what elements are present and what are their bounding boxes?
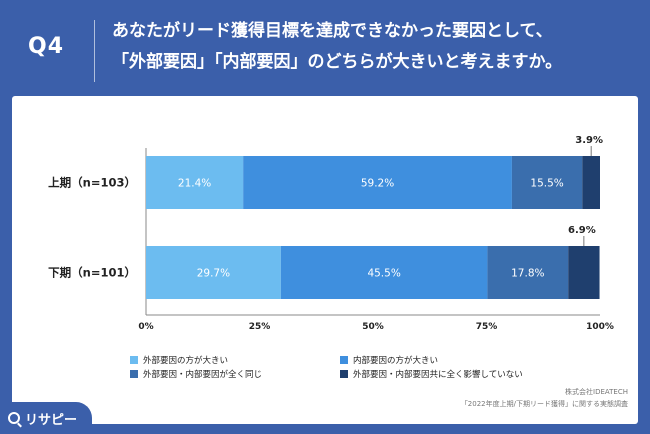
legend-item-same: 外部要因・内部要因が全く同じ [130, 368, 340, 380]
legend-swatch-same [130, 370, 138, 378]
magnifier-icon [8, 412, 20, 424]
x-tick-label-25: 25% [249, 322, 271, 332]
category-label-first-half: 上期（n=103） [48, 176, 136, 190]
question-title: あなたがリード獲得目標を達成できなかった要因として、 「外部要因」「内部要因」の… [112, 16, 642, 78]
legend-label-same: 外部要因・内部要因が全く同じ [143, 370, 263, 380]
bar-segment-first-half-internal [243, 156, 512, 209]
bar-segment-second-half-same [487, 246, 569, 299]
question-number: Q4 [28, 34, 65, 59]
legend: 外部要因の方が大きい 内部要因の方が大きい 外部要因・内部要因が全く同じ 外部要… [130, 354, 570, 380]
chart-panel: 0% 25% 50% 75% 100% 上期（n=103） 21.4% 59.2% 15.5% 3… [12, 96, 638, 424]
source-company: 株式会社IDEATECH [565, 388, 628, 396]
brand-logo-text: リサピー [25, 412, 78, 428]
legend-label-internal: 内部要因の方が大きい [353, 356, 439, 366]
category-label-second-half: 下期（n=101） [48, 266, 136, 280]
legend-swatch-external [130, 356, 138, 364]
data-label-first-half-same: 15.5% [530, 178, 563, 190]
bar-segment-first-half-same [511, 156, 583, 209]
legend-swatch-internal [340, 356, 348, 364]
brand-logo: リサピー [0, 402, 92, 434]
data-label-first-half-external: 21.4% [178, 178, 211, 190]
bar-segment-first-half-no-effect [582, 156, 600, 209]
legend-label-no-effect: 外部要因・内部要因共に全く影響していない [353, 370, 523, 380]
bar-segment-second-half-no-effect [568, 246, 600, 299]
x-tick-label-50: 50% [362, 322, 384, 332]
bar-segment-second-half-internal [280, 246, 488, 299]
bar-segment-first-half-external [146, 156, 244, 209]
data-label-second-half-same: 17.8% [511, 268, 544, 280]
legend-label-external: 外部要因の方が大きい [143, 356, 229, 366]
data-label-second-half-external: 29.7% [197, 268, 230, 280]
data-label-second-half-internal: 45.5% [367, 268, 400, 280]
source-note: 株式会社IDEATECH 「2022年度上期/下期リード獲得」に関する実態調査 [461, 386, 628, 410]
question-line-1: あなたがリード獲得目標を達成できなかった要因として、 [112, 21, 553, 41]
legend-item-no-effect: 外部要因・内部要因共に全く影響していない [340, 368, 570, 380]
legend-swatch-no-effect [340, 370, 348, 378]
data-label-first-half-no-effect: 3.9% [575, 135, 603, 146]
question-line-2: 「外部要因」「内部要因」のどちらが大きいと考えますか。 [112, 52, 563, 72]
source-survey: 「2022年度上期/下期リード獲得」に関する実態調査 [460, 400, 628, 408]
x-tick-label-75: 75% [476, 322, 498, 332]
stacked-bar-chart: 0% 25% 50% 75% 100% 上期（n=103） 21.4% 59.2% 15.5% 3… [48, 135, 614, 332]
legend-item-internal: 内部要因の方が大きい [340, 354, 570, 366]
data-label-second-half-no-effect: 6.9% [568, 225, 596, 236]
x-tick-label-0: 0% [138, 322, 153, 332]
x-tick-label-100: 100% [586, 322, 614, 332]
header-divider [94, 20, 95, 82]
bar-segment-second-half-external [146, 246, 281, 299]
legend-item-external: 外部要因の方が大きい [130, 354, 340, 366]
data-label-first-half-internal: 59.2% [361, 178, 394, 190]
